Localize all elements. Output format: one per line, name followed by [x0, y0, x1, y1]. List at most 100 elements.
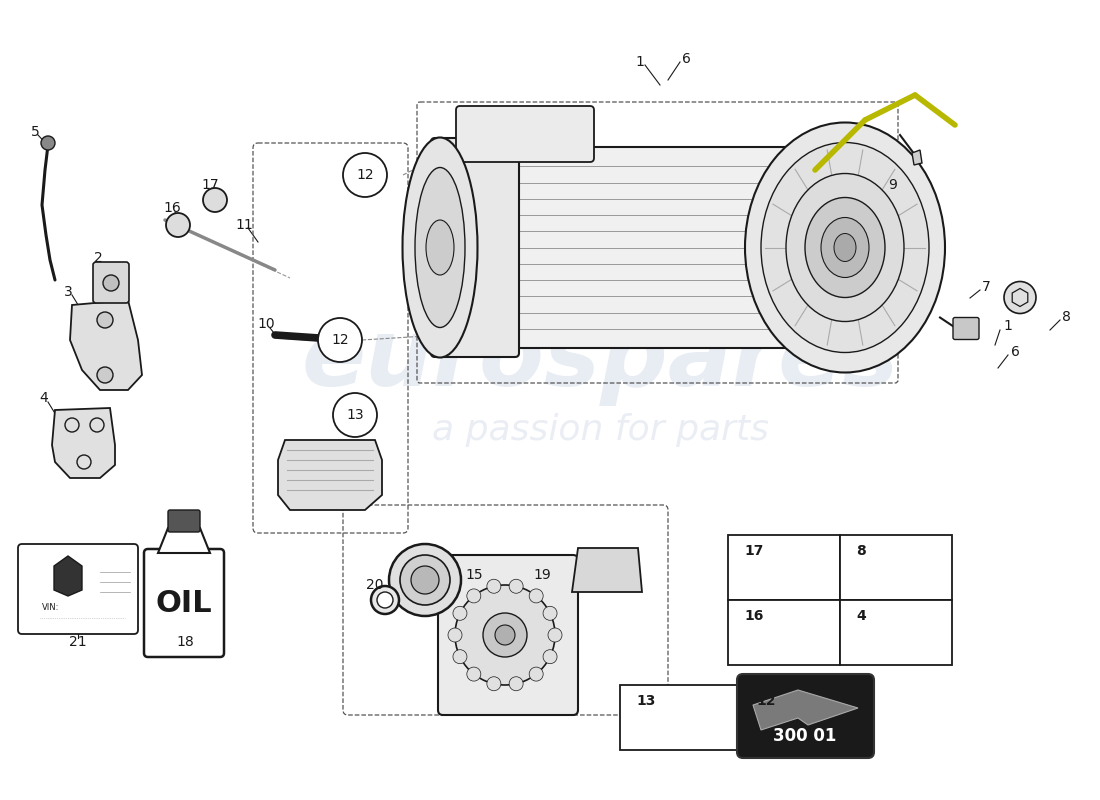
Circle shape — [453, 650, 468, 664]
Circle shape — [548, 628, 562, 642]
Text: 1: 1 — [636, 55, 645, 69]
Circle shape — [543, 606, 557, 620]
Circle shape — [509, 579, 524, 594]
FancyBboxPatch shape — [953, 318, 979, 339]
Circle shape — [377, 592, 393, 608]
Circle shape — [487, 677, 500, 690]
Text: 20: 20 — [366, 578, 384, 592]
Text: 8: 8 — [856, 544, 866, 558]
Text: 300 01: 300 01 — [773, 727, 837, 745]
Circle shape — [343, 153, 387, 197]
Text: 2015: 2015 — [779, 226, 942, 283]
Text: 16: 16 — [744, 609, 763, 623]
Circle shape — [389, 544, 461, 616]
Text: 4: 4 — [856, 609, 866, 623]
Text: 4: 4 — [40, 391, 48, 405]
Text: 7: 7 — [982, 280, 991, 294]
Text: 13: 13 — [636, 694, 656, 708]
Text: 1: 1 — [1003, 319, 1012, 333]
FancyBboxPatch shape — [737, 674, 874, 758]
Text: 19: 19 — [534, 568, 551, 582]
Text: 5: 5 — [31, 125, 40, 139]
Ellipse shape — [761, 142, 930, 353]
Polygon shape — [912, 150, 922, 165]
Text: 12: 12 — [756, 694, 775, 708]
Polygon shape — [54, 556, 82, 596]
Text: 8: 8 — [1062, 310, 1071, 324]
Text: 6: 6 — [682, 52, 691, 66]
Bar — [620, 685, 740, 750]
Circle shape — [97, 312, 113, 328]
Circle shape — [466, 667, 481, 681]
Text: 2: 2 — [94, 251, 102, 265]
Circle shape — [466, 589, 481, 603]
FancyBboxPatch shape — [456, 106, 594, 162]
Text: 6: 6 — [1011, 345, 1020, 359]
Ellipse shape — [415, 167, 465, 327]
Polygon shape — [52, 408, 116, 478]
Circle shape — [103, 275, 119, 291]
Circle shape — [166, 213, 190, 237]
Text: 17: 17 — [201, 178, 219, 192]
Circle shape — [455, 585, 556, 685]
FancyBboxPatch shape — [798, 190, 852, 305]
Circle shape — [97, 367, 113, 383]
Text: 13: 13 — [346, 408, 364, 422]
Polygon shape — [158, 528, 210, 553]
Ellipse shape — [403, 138, 477, 358]
Text: 21: 21 — [69, 635, 87, 649]
Circle shape — [487, 579, 500, 594]
FancyBboxPatch shape — [144, 549, 224, 657]
Circle shape — [318, 318, 362, 362]
Bar — [740, 685, 860, 750]
Text: 9: 9 — [888, 178, 896, 192]
Text: 15: 15 — [465, 568, 483, 582]
Text: 12: 12 — [331, 333, 349, 347]
Circle shape — [509, 677, 524, 690]
Text: 18: 18 — [176, 635, 194, 649]
Circle shape — [333, 393, 377, 437]
Text: 3: 3 — [64, 285, 73, 299]
Bar — [840, 600, 952, 665]
Ellipse shape — [821, 218, 869, 278]
Polygon shape — [278, 440, 382, 510]
Circle shape — [371, 586, 399, 614]
Text: 11: 11 — [235, 218, 253, 232]
Ellipse shape — [805, 198, 886, 298]
FancyBboxPatch shape — [18, 544, 138, 634]
Polygon shape — [70, 300, 142, 390]
Text: VIN:: VIN: — [42, 603, 59, 612]
Polygon shape — [754, 690, 858, 730]
FancyBboxPatch shape — [94, 262, 129, 303]
Circle shape — [1004, 282, 1036, 314]
Text: eurospares: eurospares — [301, 314, 899, 406]
Circle shape — [543, 650, 557, 664]
FancyBboxPatch shape — [431, 138, 519, 357]
Circle shape — [204, 188, 227, 212]
Polygon shape — [572, 548, 642, 592]
Circle shape — [411, 566, 439, 594]
Text: 12: 12 — [356, 168, 374, 182]
Circle shape — [483, 613, 527, 657]
Bar — [728, 535, 840, 600]
Ellipse shape — [426, 220, 454, 275]
Ellipse shape — [834, 234, 856, 262]
Circle shape — [448, 628, 462, 642]
Bar — [840, 535, 952, 600]
FancyBboxPatch shape — [168, 510, 200, 532]
Text: a passion for parts: a passion for parts — [431, 413, 769, 447]
FancyBboxPatch shape — [437, 147, 813, 348]
Text: 17: 17 — [744, 544, 763, 558]
Circle shape — [529, 589, 543, 603]
Text: OIL: OIL — [156, 589, 212, 618]
Text: 10: 10 — [257, 317, 275, 331]
FancyBboxPatch shape — [438, 555, 578, 715]
Ellipse shape — [786, 174, 904, 322]
Circle shape — [495, 625, 515, 645]
Bar — [728, 600, 840, 665]
Circle shape — [529, 667, 543, 681]
Circle shape — [41, 136, 55, 150]
Text: 16: 16 — [163, 201, 180, 215]
Circle shape — [453, 606, 468, 620]
Circle shape — [400, 555, 450, 605]
